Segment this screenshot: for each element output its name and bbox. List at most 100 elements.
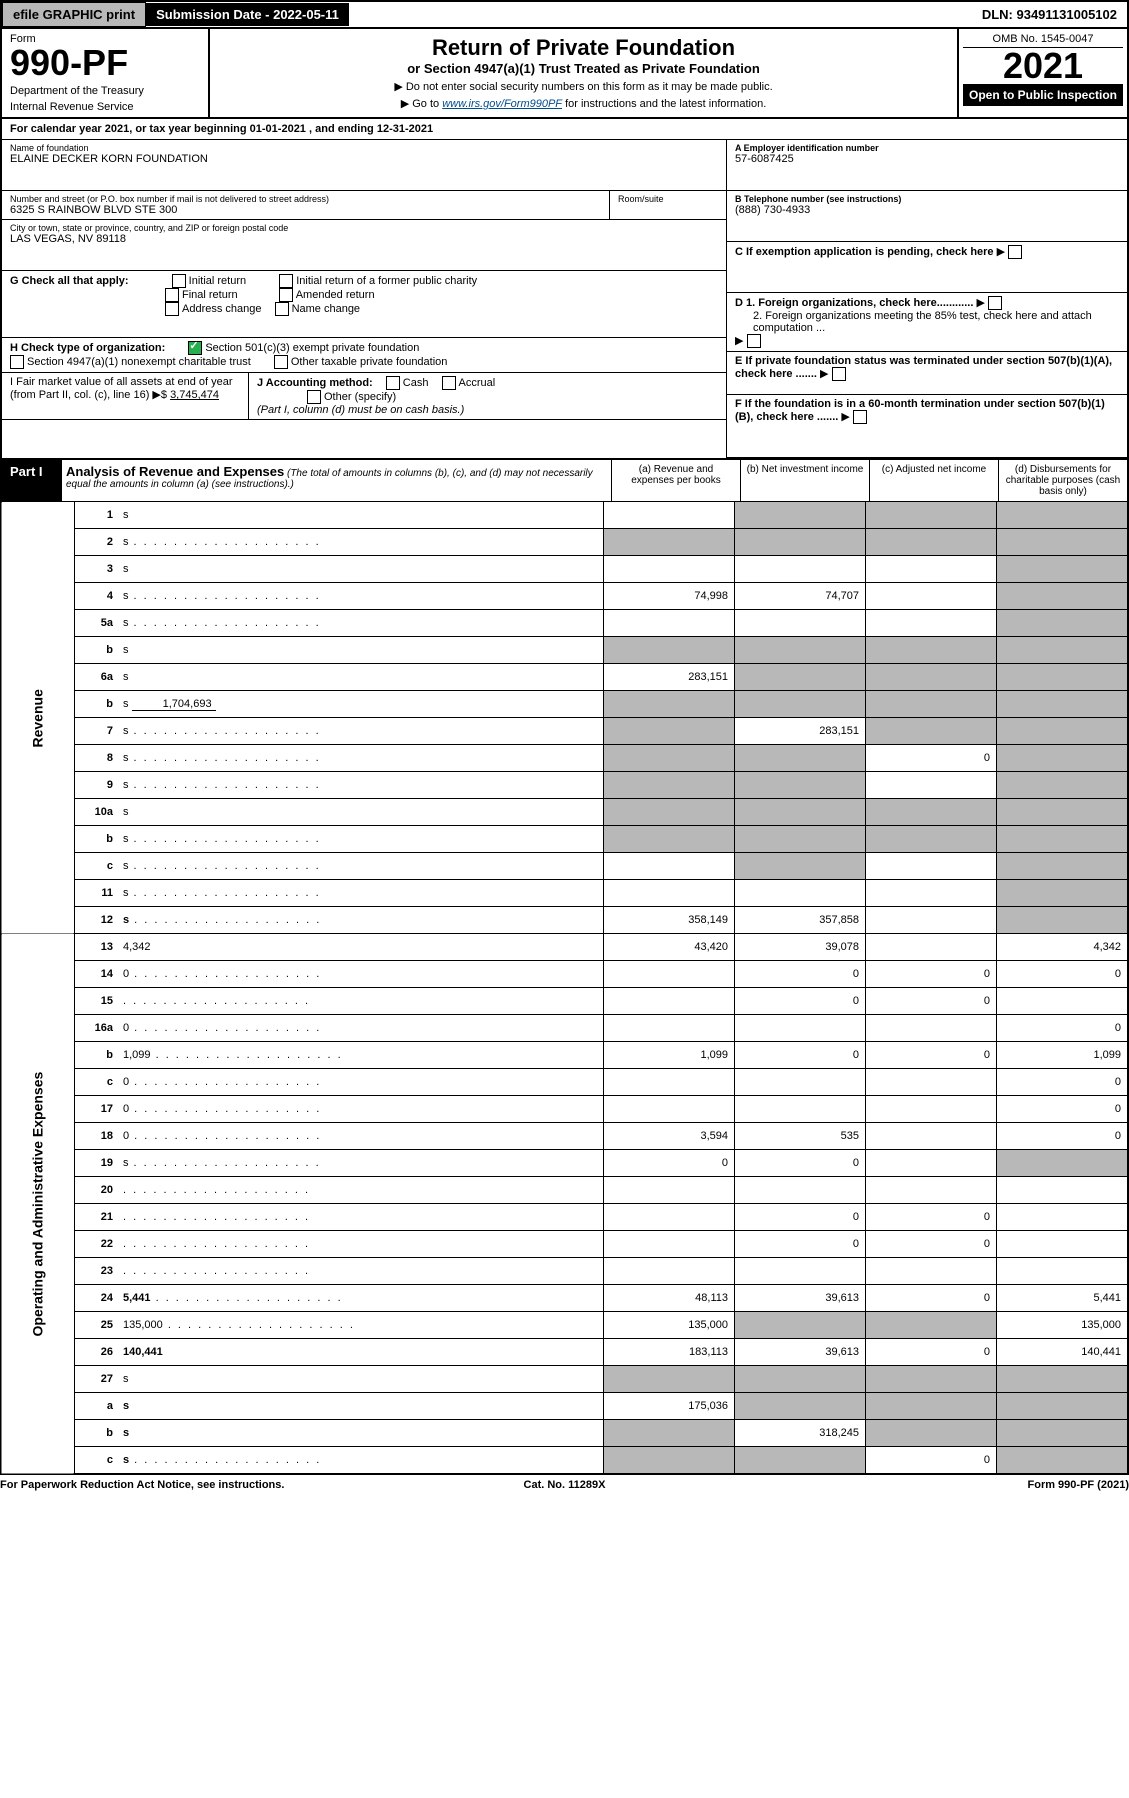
cell-d bbox=[997, 1177, 1129, 1204]
line-number: 16a bbox=[75, 1015, 120, 1042]
cell-d bbox=[997, 637, 1129, 664]
cell-a bbox=[604, 826, 735, 853]
chk-initial-former[interactable] bbox=[279, 274, 293, 288]
cell-a: 183,113 bbox=[604, 1339, 735, 1366]
chk-501c3[interactable] bbox=[188, 341, 202, 355]
cell-d bbox=[997, 556, 1129, 583]
opt-name-change: Name change bbox=[292, 303, 361, 315]
cell-b bbox=[735, 529, 866, 556]
col-a-header: (a) Revenue and expenses per books bbox=[611, 460, 740, 501]
opt-accrual: Accrual bbox=[459, 377, 496, 389]
table-row: Operating and Administrative Expenses134… bbox=[1, 934, 1128, 961]
cell-b bbox=[735, 664, 866, 691]
cell-b: 0 bbox=[735, 961, 866, 988]
table-row: as175,036 bbox=[1, 1393, 1128, 1420]
cell-a: 358,149 bbox=[604, 907, 735, 934]
chk-4947[interactable] bbox=[10, 355, 24, 369]
chk-cash[interactable] bbox=[386, 376, 400, 390]
entity-info: Name of foundation ELAINE DECKER KORN FO… bbox=[0, 140, 1129, 458]
cal-mid: , and ending bbox=[306, 123, 377, 135]
chk-85pct[interactable] bbox=[747, 334, 761, 348]
cell-d bbox=[997, 691, 1129, 718]
cell-b: 283,151 bbox=[735, 718, 866, 745]
cell-a bbox=[604, 1231, 735, 1258]
cell-a bbox=[604, 1366, 735, 1393]
cell-b: 318,245 bbox=[735, 1420, 866, 1447]
chk-amended[interactable] bbox=[279, 288, 293, 302]
line-description: s bbox=[119, 1393, 604, 1420]
chk-initial[interactable] bbox=[172, 274, 186, 288]
cell-b bbox=[735, 1366, 866, 1393]
line-description: s bbox=[119, 664, 604, 691]
line-description: s bbox=[119, 772, 604, 799]
chk-60month[interactable] bbox=[853, 410, 867, 424]
efile-print-button[interactable]: efile GRAPHIC print bbox=[2, 2, 146, 27]
chk-other-method[interactable] bbox=[307, 390, 321, 404]
chk-foreign-org[interactable] bbox=[988, 296, 1002, 310]
cell-c: 0 bbox=[866, 988, 997, 1015]
table-row: Revenue1s bbox=[1, 502, 1128, 529]
line-description: s bbox=[119, 880, 604, 907]
line-description: s bbox=[119, 907, 604, 934]
cell-d bbox=[997, 799, 1129, 826]
line-description: s bbox=[119, 1366, 604, 1393]
line-description bbox=[119, 1231, 604, 1258]
cell-a bbox=[604, 1177, 735, 1204]
line-number: 10a bbox=[75, 799, 120, 826]
table-row: 2100 bbox=[1, 1204, 1128, 1231]
line-description bbox=[119, 988, 604, 1015]
cell-d bbox=[997, 1393, 1129, 1420]
chk-addr-change[interactable] bbox=[165, 302, 179, 316]
cell-d bbox=[997, 718, 1129, 745]
cell-a bbox=[604, 988, 735, 1015]
line-number: 2 bbox=[75, 529, 120, 556]
cell-c bbox=[866, 799, 997, 826]
cell-a bbox=[604, 556, 735, 583]
cell-a bbox=[604, 637, 735, 664]
cell-a bbox=[604, 529, 735, 556]
line-number: 9 bbox=[75, 772, 120, 799]
cell-b bbox=[735, 1447, 866, 1475]
cell-a bbox=[604, 1015, 735, 1042]
cell-d: 135,000 bbox=[997, 1312, 1129, 1339]
table-row: 7s283,151 bbox=[1, 718, 1128, 745]
cal-pre: For calendar year 2021, or tax year begi… bbox=[10, 123, 250, 135]
pra-notice: For Paperwork Reduction Act Notice, see … bbox=[0, 1479, 376, 1491]
col-b-header: (b) Net investment income bbox=[740, 460, 869, 501]
cell-c bbox=[866, 556, 997, 583]
irs-link[interactable]: www.irs.gov/Form990PF bbox=[442, 98, 562, 110]
cell-a bbox=[604, 880, 735, 907]
line-number: b bbox=[75, 637, 120, 664]
chk-terminated[interactable] bbox=[832, 367, 846, 381]
chk-final[interactable] bbox=[165, 288, 179, 302]
cell-c bbox=[866, 502, 997, 529]
cell-b: 0 bbox=[735, 988, 866, 1015]
line-number: 8 bbox=[75, 745, 120, 772]
cell-c bbox=[866, 1150, 997, 1177]
cell-c bbox=[866, 1096, 997, 1123]
cell-a bbox=[604, 502, 735, 529]
instr-goto: ▶ Go to www.irs.gov/Form990PF for instru… bbox=[216, 97, 951, 110]
chk-accrual[interactable] bbox=[442, 376, 456, 390]
table-row: cs0 bbox=[1, 1447, 1128, 1475]
chk-other-pf[interactable] bbox=[274, 355, 288, 369]
cell-b: 0 bbox=[735, 1231, 866, 1258]
form-number: 990-PF bbox=[10, 45, 200, 81]
cell-d bbox=[997, 745, 1129, 772]
cell-b bbox=[735, 556, 866, 583]
line-description: s bbox=[119, 1420, 604, 1447]
cell-b: 0 bbox=[735, 1042, 866, 1069]
line-number: 19 bbox=[75, 1150, 120, 1177]
name-label: Name of foundation bbox=[10, 143, 718, 153]
cell-a bbox=[604, 610, 735, 637]
instr-post: for instructions and the latest informat… bbox=[562, 98, 766, 110]
chk-name-change[interactable] bbox=[275, 302, 289, 316]
chk-exemption-pending[interactable] bbox=[1008, 245, 1022, 259]
table-row: b1,0991,099001,099 bbox=[1, 1042, 1128, 1069]
cell-a bbox=[604, 718, 735, 745]
line-number: b bbox=[75, 1042, 120, 1069]
line-number: c bbox=[75, 1069, 120, 1096]
opt-cash: Cash bbox=[403, 377, 429, 389]
form-ref: Form 990-PF (2021) bbox=[753, 1479, 1129, 1491]
cell-c bbox=[866, 1123, 997, 1150]
